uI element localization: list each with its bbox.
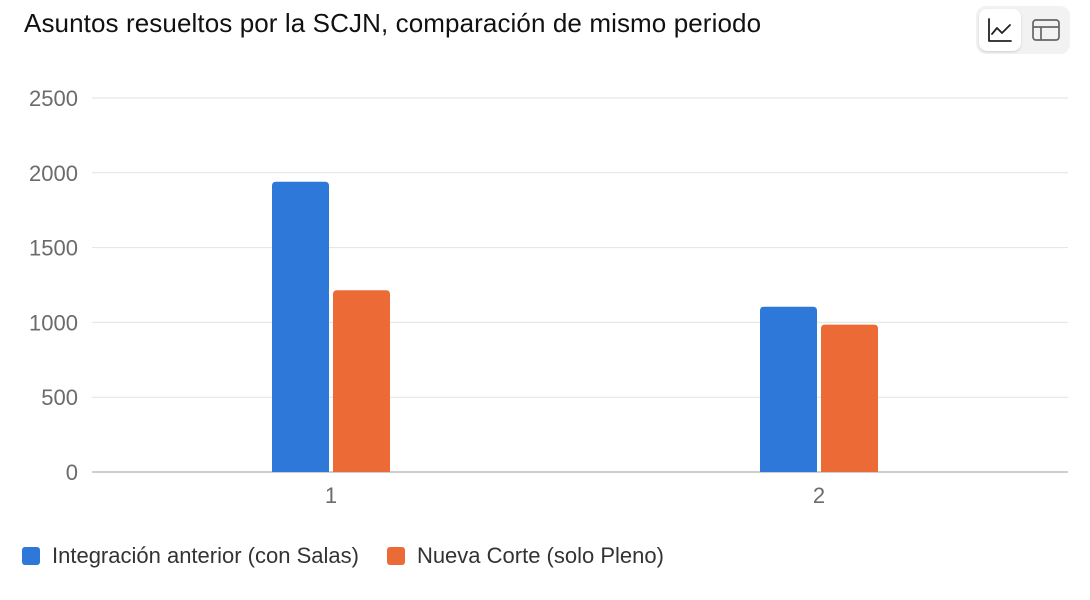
bar-chart: 0 500 1000 1500 2000 2500 1 2	[29, 86, 1068, 508]
y-tick-label: 1000	[29, 310, 78, 335]
bar-series-2-category-1	[333, 290, 390, 472]
table-icon	[1032, 19, 1060, 41]
y-tick-label: 0	[66, 460, 78, 485]
view-toggle	[976, 6, 1070, 54]
table-view-button[interactable]	[1025, 9, 1067, 51]
legend: Integración anterior (con Salas) Nueva C…	[22, 543, 664, 569]
legend-swatch-series-2	[386, 547, 405, 565]
y-tick-label: 1500	[29, 236, 78, 261]
bar-series-2-category-2	[821, 324, 878, 472]
bar-series-1-category-2	[760, 306, 817, 472]
chart-title: Asuntos resueltos por la SCJN, comparaci…	[24, 8, 762, 38]
legend-label-series-1: Integración anterior (con Salas)	[52, 543, 359, 568]
legend-item-series-2[interactable]: Nueva Corte (solo Pleno)	[386, 543, 664, 569]
legend-label-series-2: Nueva Corte (solo Pleno)	[416, 543, 664, 568]
line-chart-icon	[988, 18, 1012, 42]
bar-series-1-category-1	[272, 181, 329, 472]
x-tick-label: 1	[325, 483, 337, 508]
line-view-button[interactable]	[979, 9, 1021, 51]
y-tick-label: 2500	[29, 86, 78, 111]
legend-swatch-series-1	[22, 547, 40, 565]
x-tick-label: 2	[813, 483, 825, 508]
legend-item-series-1[interactable]: Integración anterior (con Salas)	[22, 543, 359, 569]
y-tick-label: 2000	[29, 161, 78, 186]
y-tick-label: 500	[41, 385, 78, 410]
